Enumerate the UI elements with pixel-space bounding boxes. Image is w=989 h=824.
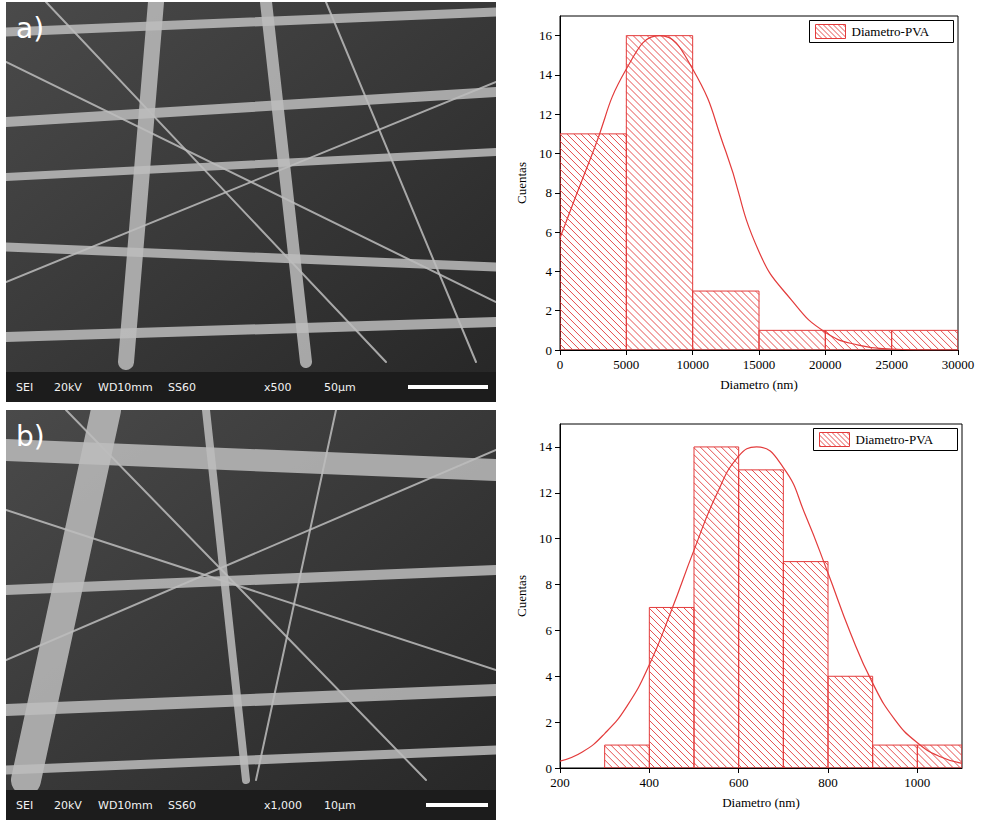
- svg-text:SEI: SEI: [16, 799, 33, 812]
- svg-text:10000: 10000: [676, 357, 709, 372]
- svg-text:SS60: SS60: [168, 381, 196, 394]
- svg-text:10: 10: [539, 146, 552, 161]
- svg-text:8: 8: [546, 577, 553, 592]
- svg-text:WD10mm: WD10mm: [98, 799, 153, 812]
- svg-text:8: 8: [546, 185, 553, 200]
- svg-text:5000: 5000: [613, 357, 639, 372]
- svg-text:6: 6: [546, 623, 553, 638]
- svg-text:0: 0: [546, 761, 553, 776]
- svg-text:16: 16: [539, 28, 553, 43]
- svg-text:30000: 30000: [942, 357, 975, 372]
- svg-text:Diametro (nm): Diametro (nm): [722, 795, 800, 810]
- svg-text:12: 12: [539, 107, 552, 122]
- svg-text:SEI: SEI: [16, 381, 33, 394]
- svg-text:14: 14: [539, 67, 553, 82]
- svg-text:20kV: 20kV: [54, 799, 82, 812]
- svg-text:6: 6: [546, 225, 553, 240]
- svg-text:x1,000: x1,000: [264, 799, 302, 812]
- svg-text:Cuentas: Cuentas: [514, 575, 529, 617]
- svg-text:14: 14: [539, 439, 553, 454]
- svg-text:0: 0: [546, 343, 553, 358]
- svg-text:SS60: SS60: [168, 799, 196, 812]
- svg-text:1000: 1000: [904, 775, 930, 790]
- svg-text:50μm: 50μm: [324, 381, 356, 394]
- svg-text:20kV: 20kV: [54, 381, 82, 394]
- svg-text:12: 12: [539, 485, 552, 500]
- svg-text:10: 10: [539, 531, 552, 546]
- svg-text:4: 4: [546, 669, 553, 684]
- svg-text:800: 800: [818, 775, 838, 790]
- svg-text:400: 400: [640, 775, 660, 790]
- svg-text:Diametro-PVA: Diametro-PVA: [852, 24, 930, 39]
- svg-text:b): b): [16, 420, 45, 453]
- svg-text:Diametro (nm): Diametro (nm): [720, 377, 798, 392]
- svg-text:Cuentas: Cuentas: [514, 162, 529, 204]
- svg-text:10μm: 10μm: [324, 799, 356, 812]
- svg-text:2: 2: [546, 303, 553, 318]
- svg-text:25000: 25000: [875, 357, 908, 372]
- svg-text:0: 0: [557, 357, 564, 372]
- svg-text:WD10mm: WD10mm: [98, 381, 153, 394]
- svg-text:200: 200: [550, 775, 570, 790]
- svg-text:20000: 20000: [809, 357, 842, 372]
- svg-text:600: 600: [729, 775, 749, 790]
- svg-text:a): a): [16, 12, 44, 45]
- svg-text:Diametro-PVA: Diametro-PVA: [856, 432, 934, 447]
- svg-text:x500: x500: [264, 381, 292, 394]
- svg-text:2: 2: [546, 715, 553, 730]
- svg-text:15000: 15000: [743, 357, 776, 372]
- svg-text:4: 4: [546, 264, 553, 279]
